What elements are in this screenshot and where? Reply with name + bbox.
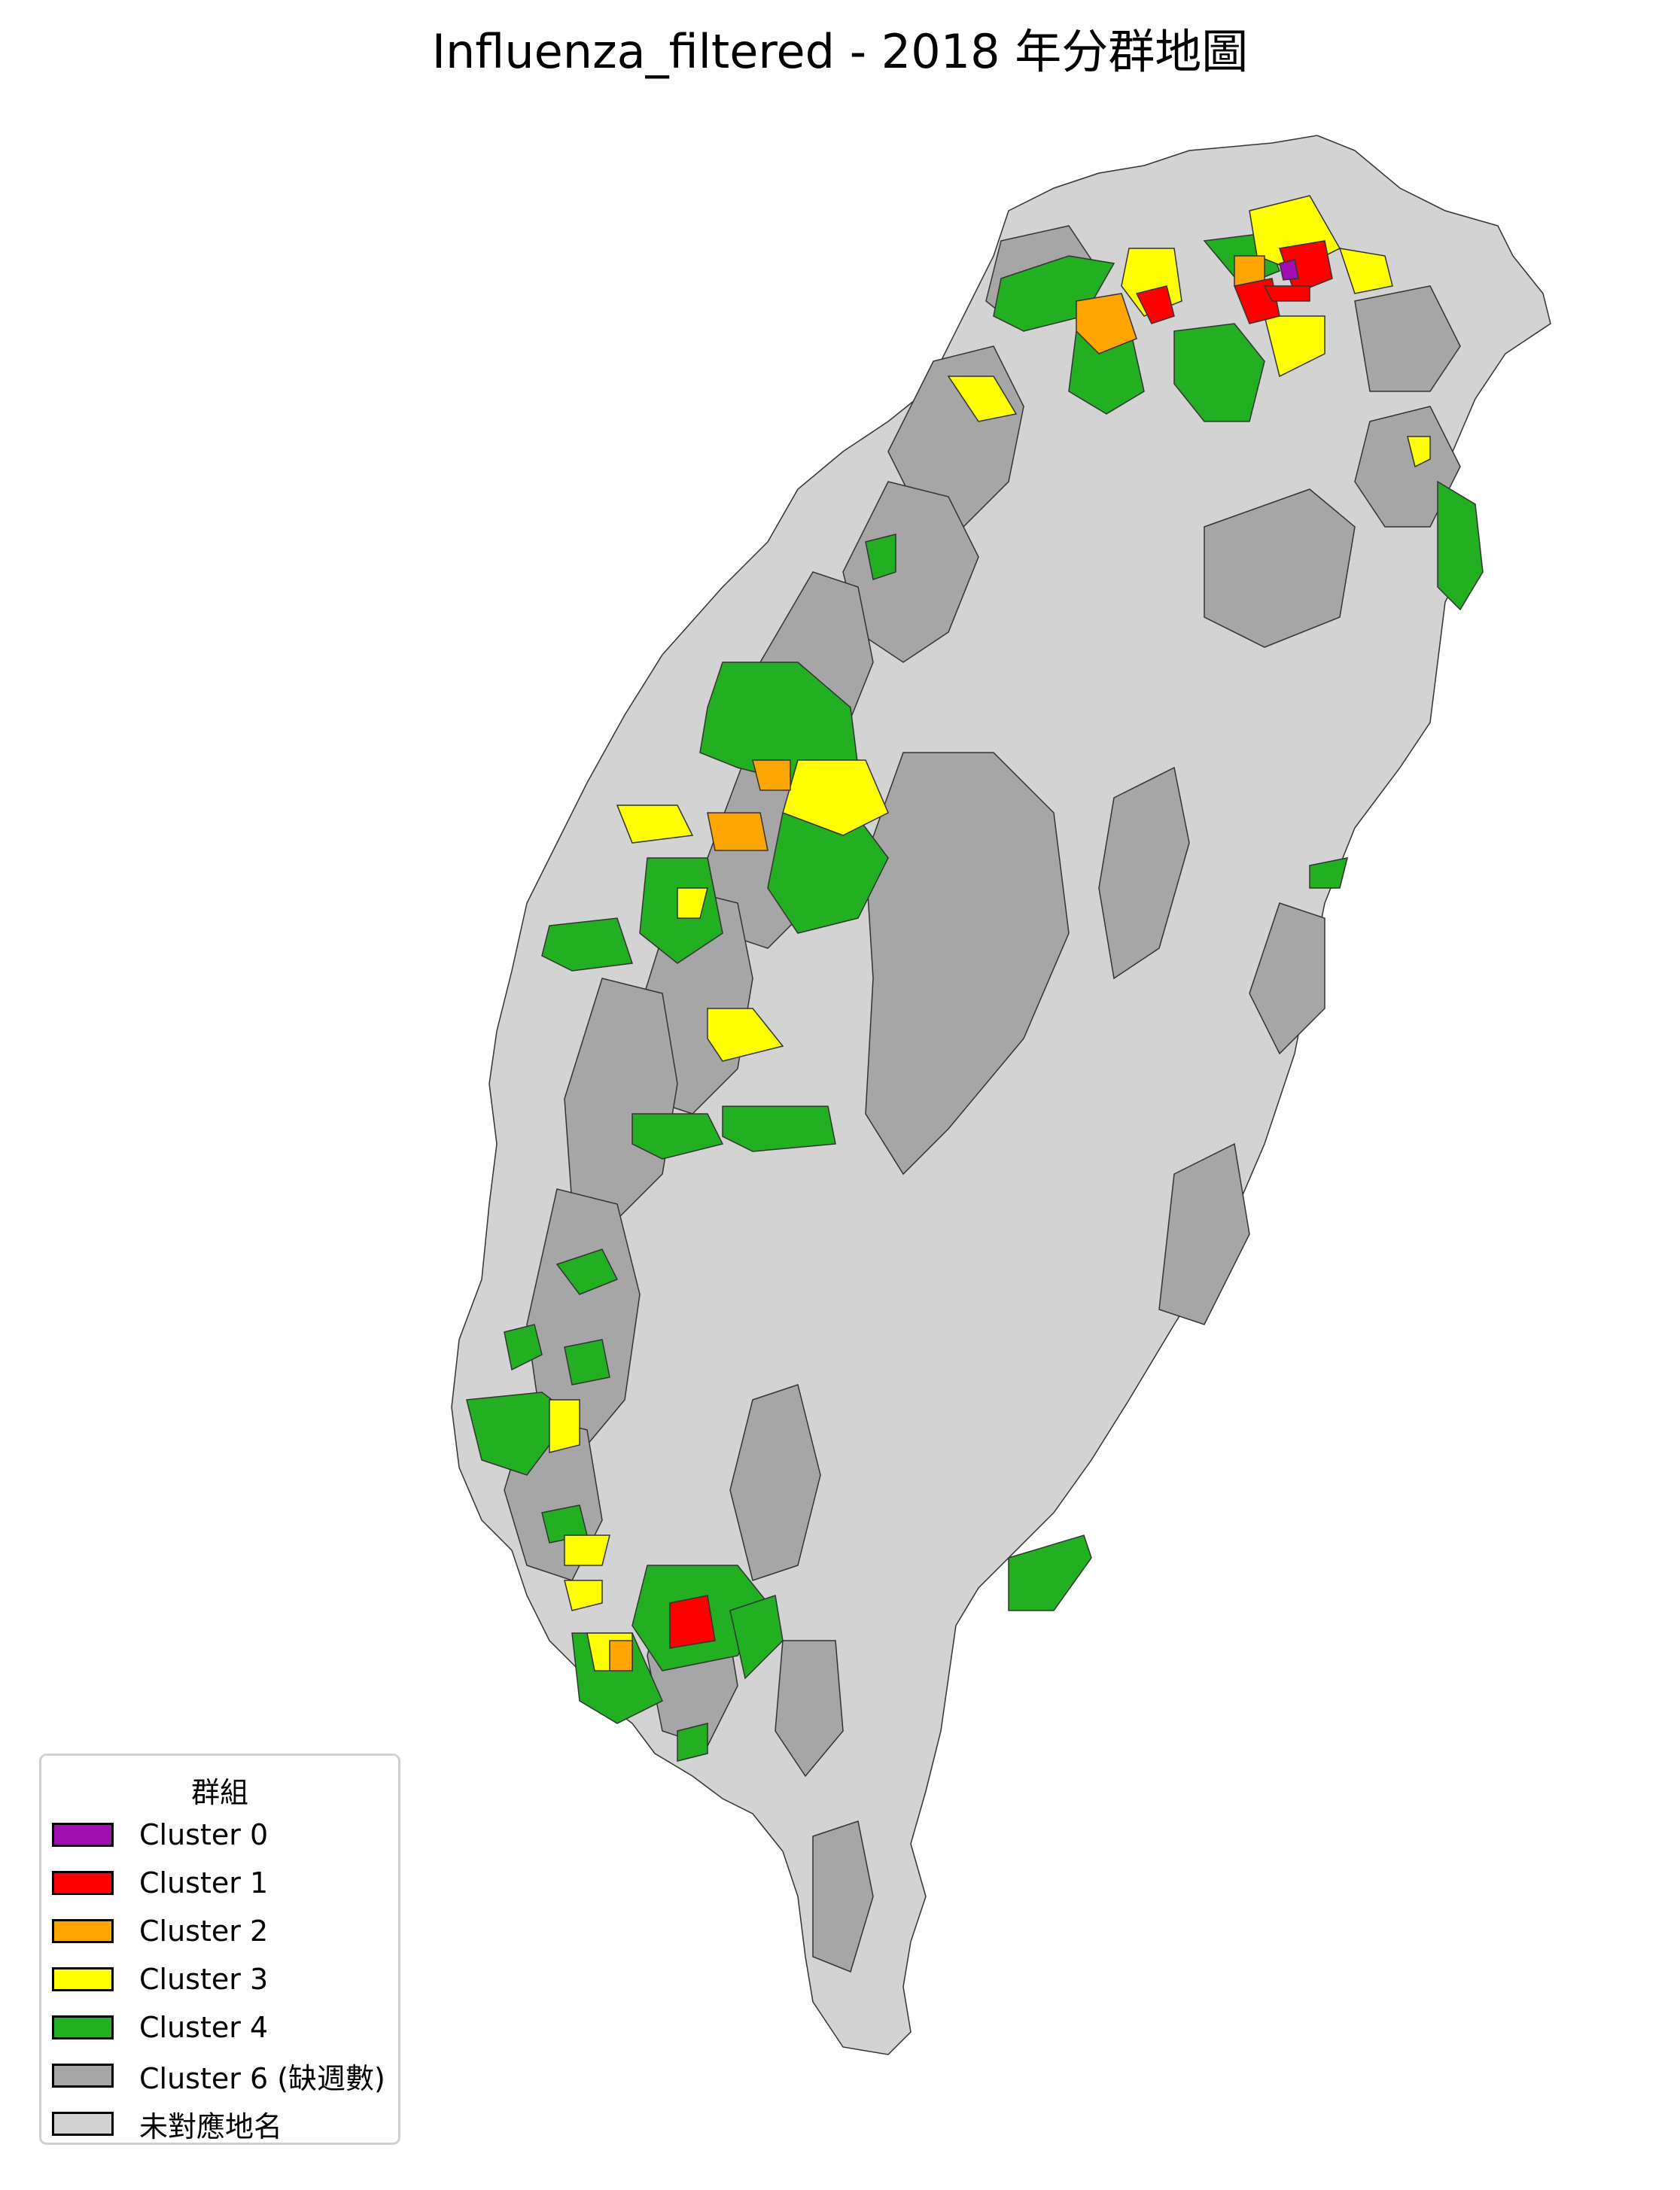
legend-label: Cluster 2 [139,1915,269,1948]
cluster-0-regions [1279,259,1299,281]
legend-label: 未對應地名 [139,2109,283,2143]
legend-swatch [52,2015,114,2039]
legend-item-cluster-3: Cluster 3 [52,1960,268,1998]
legend-item-cluster-4: Cluster 4 [52,2009,268,2046]
legend-item-cluster-6: Cluster 6 (缺週數) [52,2057,385,2095]
legend-label: Cluster 4 [139,2011,269,2044]
legend-item-cluster-1: Cluster 1 [52,1864,268,1902]
legend-swatch [52,2112,114,2136]
page-title: Influenza_filtered - 2018 年分群地圖 [431,24,1249,79]
legend-label: Cluster 0 [139,1818,269,1851]
legend-swatch [52,1871,114,1895]
cluster-4-regions [466,233,1484,1762]
legend-item-cluster-0: Cluster 0 [52,1816,268,1854]
legend-item-unmatched: 未對應地名 [52,2105,282,2143]
legend-title: 群組 [190,1776,248,1809]
map-legend: 群組 Cluster 0 Cluster 1 Cluster 2 Cluster… [39,1754,400,2145]
legend-label: Cluster 6 (缺週數) [139,2061,385,2095]
legend-swatch [52,1919,114,1943]
legend-swatch [52,2064,114,2088]
legend-label: Cluster 1 [139,1866,269,1900]
legend-item-cluster-2: Cluster 2 [52,1912,268,1950]
cluster-6-regions [504,225,1461,1973]
cluster-2-regions [609,255,1265,1671]
cluster-1-regions [669,240,1333,1649]
legend-label: Cluster 3 [139,1963,269,1996]
legend-swatch [52,1823,114,1847]
legend-swatch [52,1967,114,1991]
